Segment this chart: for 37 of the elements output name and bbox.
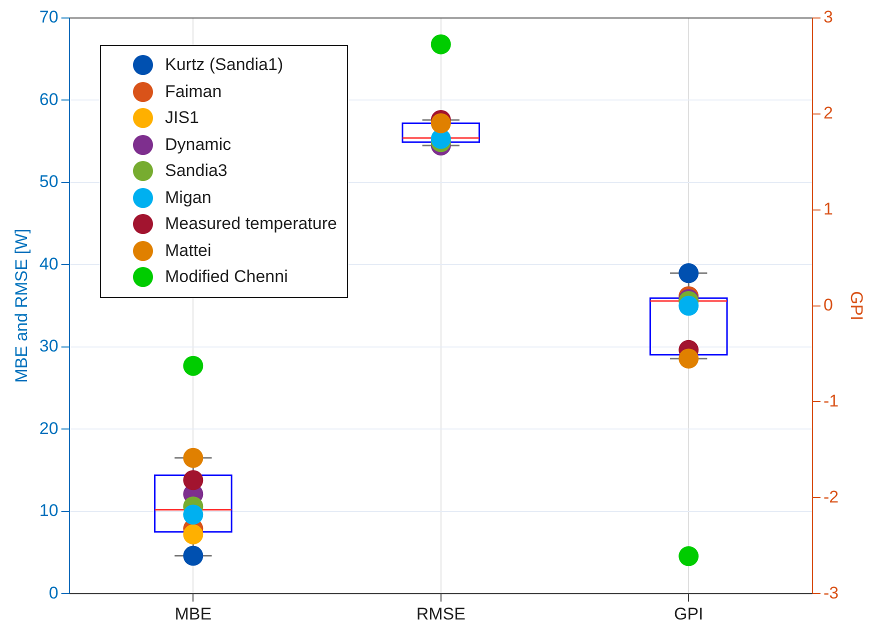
legend-label: Sandia3 — [165, 161, 228, 182]
y-tick-label: 40 — [39, 254, 58, 274]
legend-label: Measured temperature — [165, 214, 337, 234]
point — [183, 504, 204, 525]
y2-tick-label: 3 — [823, 8, 833, 27]
point — [183, 546, 204, 566]
y-tick-label: 70 — [39, 8, 58, 27]
x-tick-label: MBE — [174, 604, 212, 624]
x-tick-label: GPI — [674, 604, 704, 624]
legend-label: Migan — [165, 188, 212, 208]
y2-tick-label: -3 — [823, 583, 839, 602]
legend-label: Faiman — [165, 82, 222, 102]
y-tick-label: 30 — [39, 336, 58, 356]
point — [430, 113, 451, 134]
legend-label: Mattei — [165, 240, 212, 261]
y2-tick-label: 0 — [823, 295, 833, 314]
y2-tick-label: 1 — [823, 200, 833, 219]
legend-label: Dynamic — [165, 134, 232, 155]
y-tick-label: 60 — [39, 90, 58, 109]
y-tick-label: 10 — [39, 501, 58, 520]
y2-tick-label: 2 — [823, 104, 833, 123]
point — [183, 448, 204, 468]
y2-tick-label: -2 — [823, 487, 839, 506]
legend-label: Modified Chenni — [165, 267, 288, 288]
y2-tick-label: -1 — [823, 391, 839, 410]
y-tick-label: 20 — [39, 418, 58, 438]
y2-axis-title: GPI — [847, 291, 866, 320]
point — [183, 524, 204, 544]
legend-label: Kurtz (Sandia1) — [165, 55, 284, 76]
y-axis-title: MBE and RMSE [W] — [12, 228, 31, 383]
legend-label: JIS1 — [165, 108, 200, 128]
x-tick-label: RMSE — [416, 604, 466, 624]
y-tick-label: 50 — [39, 172, 58, 192]
point — [183, 356, 204, 376]
point — [430, 34, 451, 54]
point — [183, 470, 204, 490]
y-tick-label: 0 — [48, 583, 58, 602]
